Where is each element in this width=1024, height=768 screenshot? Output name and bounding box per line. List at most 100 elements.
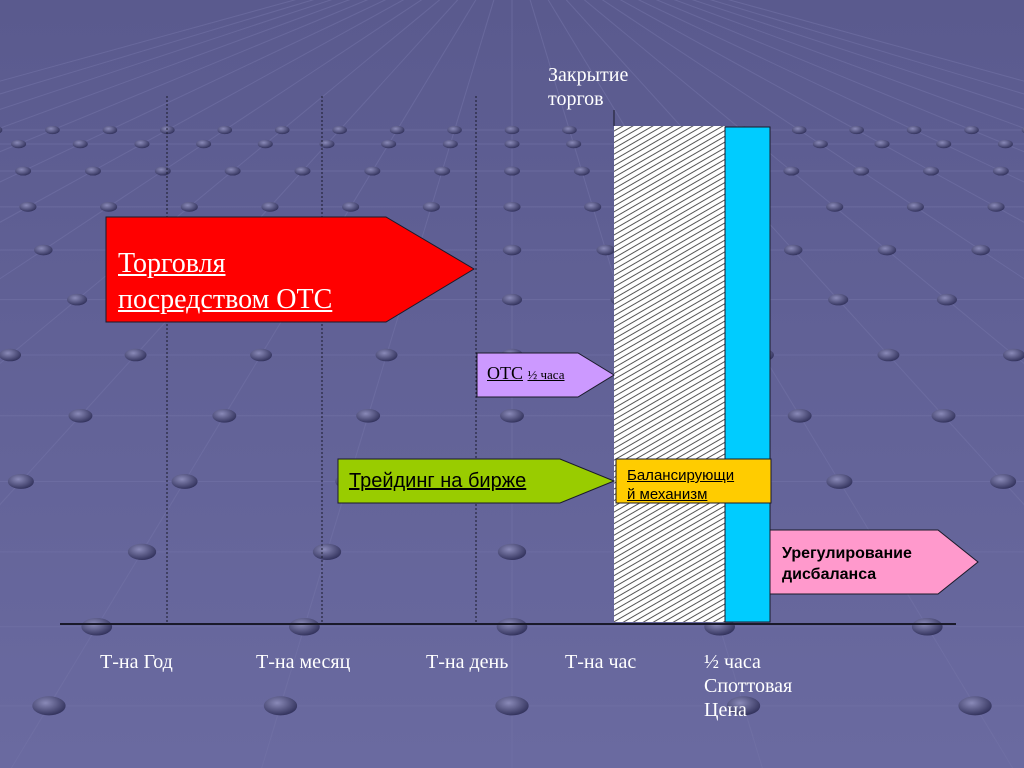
grid-dot (134, 139, 150, 149)
grid-dot (504, 139, 520, 149)
tick-month: Т-на месяц (256, 651, 351, 673)
grid-dot (154, 166, 171, 176)
grid-dot (828, 293, 849, 306)
grid-dot (812, 139, 828, 149)
tick-day: Т-на день (426, 651, 509, 673)
grid-dot (877, 348, 900, 362)
grid-dot (274, 125, 290, 135)
grid-dot (783, 166, 800, 176)
grid-dot (356, 408, 381, 423)
grid-dot (573, 166, 590, 176)
grid-dot (32, 696, 66, 716)
grid-dot (45, 125, 60, 135)
grid-line (0, 0, 405, 223)
grid-dot (500, 408, 524, 423)
grid-dot (906, 201, 924, 212)
grid-dot (503, 201, 521, 212)
grid-dot (596, 244, 615, 256)
otc-trading-arrow (105, 216, 475, 323)
grid-line (0, 0, 351, 129)
grid-dot (501, 293, 523, 306)
tick-hour: Т-на час (565, 651, 637, 673)
grid-line (565, 0, 1024, 506)
grid-dot (566, 139, 582, 149)
grid-dot (958, 696, 992, 716)
grid-line (709, 0, 1024, 95)
grid-line (0, 0, 441, 365)
grid-dot (874, 139, 890, 149)
grid-dot (0, 126, 3, 134)
grid-dot (923, 166, 939, 176)
grid-dot (853, 166, 870, 176)
grid-line (0, 0, 333, 110)
grid-dot (261, 201, 279, 212)
tick-half-hour-spot-price: ½ часа Споттовая Цена (704, 651, 793, 721)
grid-dot (196, 139, 212, 149)
grid-dot (257, 139, 273, 149)
grid-line (637, 0, 1024, 183)
grid-dot (495, 696, 529, 716)
grid-line (583, 0, 1024, 365)
grid-dot (375, 348, 398, 362)
half-hour-band (724, 126, 771, 623)
otc-trading-label: Торговля посредством ОТС (118, 248, 333, 315)
grid-line (261, 0, 495, 768)
grid-dot (504, 166, 520, 176)
imbalance-settlement-arrow (769, 529, 979, 595)
grid-line (10, 0, 477, 768)
imbalance-settlement-label: Урегулирование дисбаланса (782, 545, 912, 583)
grid-dot (7, 474, 34, 489)
grid-dot (364, 166, 381, 176)
closing-label: Закрытие торгов (548, 64, 629, 110)
grid-dot (294, 166, 311, 176)
grid-dot (936, 293, 957, 306)
grid-dot (497, 543, 527, 560)
grid-line (547, 0, 1014, 768)
grid-dot (81, 617, 113, 636)
grid-dot (1021, 126, 1024, 134)
grid-dot (68, 408, 93, 423)
grid-dot (127, 543, 157, 560)
balancing-mechanism-box (615, 458, 772, 504)
grid-line (619, 0, 1024, 223)
grid-dot (826, 201, 844, 212)
grid-dot (562, 125, 577, 135)
exchange-trading-label: Трейдинг на бирже (349, 470, 527, 492)
grid-dot (224, 166, 241, 176)
grid-dot (319, 139, 335, 149)
hour-hatched-band (614, 126, 725, 622)
grid-line (0, 0, 459, 506)
grid-dot (504, 125, 520, 135)
otc-half-hour-arrow (476, 352, 615, 398)
grid-dot (171, 474, 198, 489)
grid-line (0, 0, 315, 95)
grid-line (673, 0, 1024, 129)
grid-dot (971, 244, 990, 256)
grid-dot (877, 244, 897, 256)
grid-dot (787, 408, 812, 423)
exchange-trading-arrow (337, 458, 616, 504)
grid-dot (102, 125, 118, 135)
grid-dot (442, 139, 458, 149)
grid-dot (936, 139, 952, 149)
grid-dot (342, 201, 360, 212)
grid-dot (85, 166, 101, 176)
grid-line (691, 0, 1024, 110)
tick-year: Т-на Год (100, 651, 173, 673)
grid-dot (124, 348, 147, 362)
grid-dot (180, 201, 198, 212)
grid-dot (212, 408, 237, 423)
grid-line (601, 0, 1024, 280)
grid-dot (389, 125, 405, 135)
grid-line (0, 0, 423, 280)
grid-dot (34, 244, 53, 256)
grid-dot (826, 474, 853, 489)
grid-dot (791, 125, 807, 135)
grid-dot (783, 244, 803, 256)
grid-line (0, 0, 387, 183)
grid-dot (726, 696, 761, 716)
grid-dot (1002, 348, 1024, 362)
balancing-mechanism-label: Балансирующи й механизм (627, 467, 735, 503)
grid-dot (992, 166, 1009, 176)
